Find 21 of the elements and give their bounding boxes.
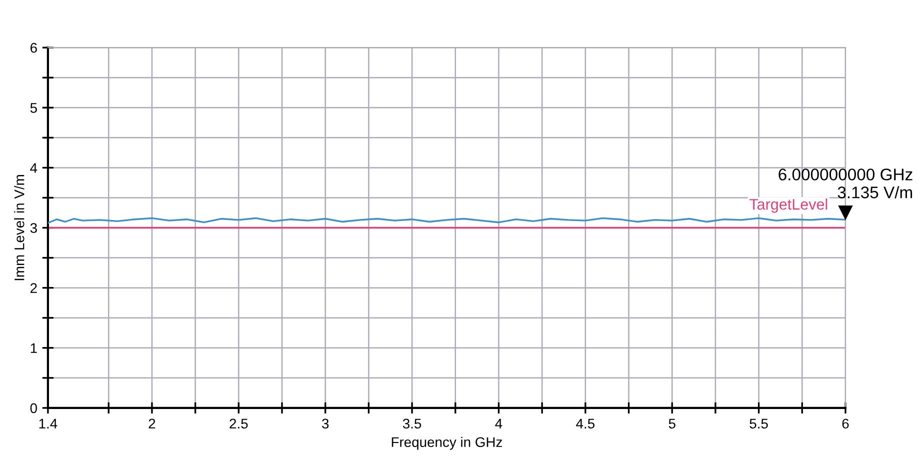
y-tick-label: 3: [30, 223, 37, 233]
y-axis-title: Imm Level in V/m: [14, 175, 24, 280]
ref-line-label: TargetLevel: [750, 198, 828, 213]
y-tick-label: 6: [30, 42, 37, 53]
x-tick-label: 3: [322, 418, 329, 429]
x-axis-title: Frequency in GHz: [392, 436, 502, 450]
y-tick-label: 4: [30, 163, 38, 173]
x-tick-label: 2: [148, 418, 156, 428]
x-tick-label: 1.4: [39, 418, 58, 428]
x-tick-label: 5: [668, 418, 676, 429]
x-tick-label: 6: [842, 418, 849, 429]
x-tick-label: 4.5: [576, 418, 594, 429]
y-tick-label: 1: [30, 343, 37, 353]
y-tick-label: 0: [30, 403, 37, 414]
x-tick-label: 3.5: [402, 418, 422, 429]
x-tick-label: 2.5: [230, 418, 248, 429]
annotation: 6.000000000 GHz 3.135 V/m: [778, 168, 912, 198]
x-tick-label: 5.5: [750, 418, 768, 429]
x-tick-label: 4: [495, 418, 502, 428]
y-tick-label: 5: [30, 103, 37, 113]
y-tick-label: 2: [30, 283, 37, 293]
